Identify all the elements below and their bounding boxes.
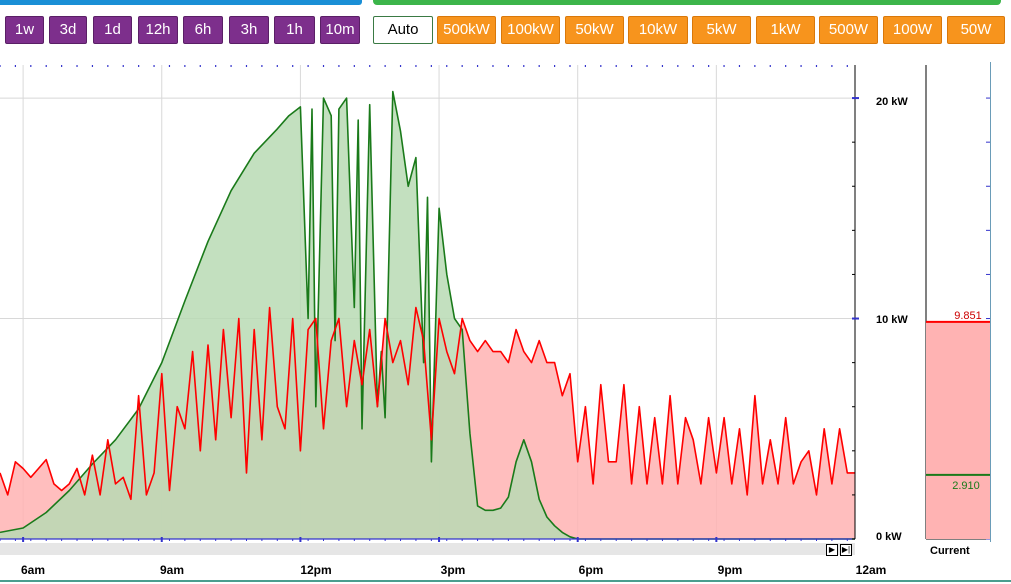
y-tick-label-0kw: 0 kW	[876, 531, 902, 543]
range-3h-button[interactable]: 3h	[229, 16, 269, 44]
x-tick-label-9pm: 9pm	[717, 563, 743, 577]
current-label: Current	[930, 545, 970, 557]
play-forward-icon[interactable]: ▶	[826, 544, 838, 556]
scale-500kw-button[interactable]: 500kW	[437, 16, 496, 44]
y-tick-label-20kw: 20 kW	[876, 96, 908, 108]
bottom-divider	[0, 580, 1011, 582]
panel-divider	[990, 62, 991, 542]
x-tick-label-12am: 12am	[855, 563, 887, 577]
range-3d-button[interactable]: 3d	[49, 16, 87, 44]
solar-area	[0, 91, 855, 539]
scale-500w-button[interactable]: 500W	[819, 16, 878, 44]
range-12h-button[interactable]: 12h	[138, 16, 178, 44]
scale-5kw-button[interactable]: 5kW	[692, 16, 751, 44]
range-1h-button[interactable]: 1h	[274, 16, 315, 44]
consumption-line	[0, 306, 855, 501]
scale-auto-button[interactable]: Auto	[373, 16, 433, 44]
current-consumption-bar	[926, 321, 990, 539]
scale-100w-button[interactable]: 100W	[883, 16, 942, 44]
range-1d-button[interactable]: 1d	[93, 16, 132, 44]
scale-50w-button[interactable]: 50W	[947, 16, 1005, 44]
x-tick-label-9am: 9am	[159, 563, 185, 577]
range-10m-button[interactable]: 10m	[320, 16, 360, 44]
scale-1kw-button[interactable]: 1kW	[756, 16, 815, 44]
timeline-scrollbar	[0, 543, 855, 555]
x-tick-label-3pm: 3pm	[440, 563, 466, 577]
y-tick-label-10kw: 10 kW	[876, 314, 908, 326]
scale-10kw-button[interactable]: 10kW	[628, 16, 688, 44]
range-1w-button[interactable]: 1w	[5, 16, 44, 44]
scale-section-bar	[373, 0, 1001, 5]
power-chart[interactable]: 9.851 2.910	[0, 60, 1011, 560]
x-tick-label-6am: 6am	[20, 563, 46, 577]
range-6h-button[interactable]: 6h	[183, 16, 223, 44]
x-tick-label-12pm: 12pm	[300, 563, 332, 577]
scale-50kw-button[interactable]: 50kW	[565, 16, 624, 44]
current-solar-value: 2.910	[952, 480, 980, 492]
x-tick-label-6pm: 6pm	[578, 563, 604, 577]
range-section-bar	[0, 0, 362, 5]
current-consumption-value: 9.851	[954, 310, 982, 322]
skip-to-end-icon[interactable]: ▶|	[840, 544, 852, 556]
scale-100kw-button[interactable]: 100kW	[501, 16, 560, 44]
